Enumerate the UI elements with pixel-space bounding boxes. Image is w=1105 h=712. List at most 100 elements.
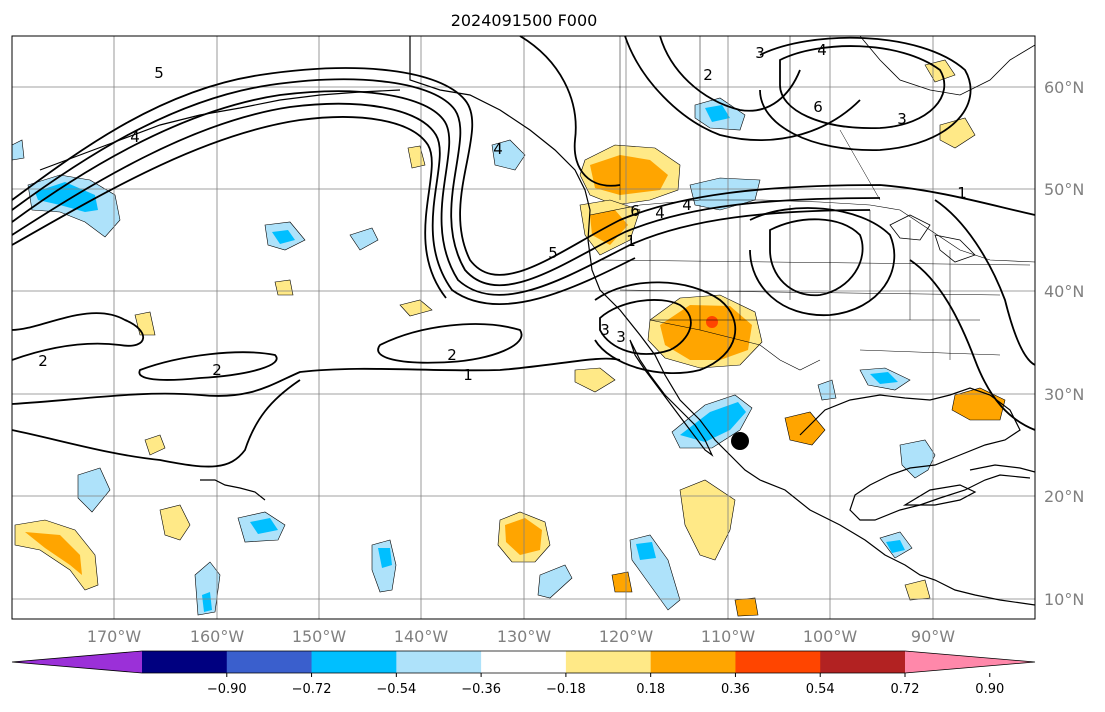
negative-anomaly-small-b [817,379,837,401]
contour-sw-low-2 [594,281,737,374]
positive-anomaly-small-10 [144,434,166,456]
colorbar-tick-label: 0.72 [891,682,920,697]
contour-high-east [769,218,864,297]
contour-jet-5 [11,116,447,299]
height-contours [11,35,1036,468]
contour-label: 3 [600,321,610,339]
negative-anomaly-central-am-core [886,540,905,553]
contour-label: 5 [548,244,558,262]
contour-2-loop-center [138,351,278,381]
contour-2-loop-west [11,312,144,361]
contour-label: 2 [703,66,713,84]
contour-label: 3 [897,110,907,128]
contour-jet-2 [11,78,881,287]
contour-2-east [377,323,523,364]
positive-anomaly-southwest-max [706,316,718,328]
positive-anomaly-caribbean [904,579,931,601]
negative-anomaly-pacific-4-core [202,592,212,612]
aleutian-chain [39,89,401,171]
negative-anomaly-canada-core [705,105,730,122]
contour-canada-ridge-2 [659,35,801,112]
colorbar-tick-label: −0.36 [461,682,501,697]
positive-anomaly-pacific-south-core [505,518,542,555]
lat-label: 60°N [1044,78,1084,97]
lon-label: 90°W [911,627,955,646]
negative-anomaly-pacific-5 [537,564,573,599]
negative-anomaly-pacific-2-core [250,518,278,534]
north-america-coast [409,36,1036,606]
gulf-of-mexico-coast [799,387,1031,521]
storm-center-marker [731,432,749,450]
colorbar-tick-label: −0.18 [546,682,586,697]
coastlines-and-borders [39,35,1036,606]
positive-anomaly-small-4 [734,597,759,617]
colorbar-outline [11,650,1036,674]
positive-anomaly-small-2 [679,479,736,561]
lon-label: 130°W [497,627,552,646]
contour-label: 4 [655,204,665,222]
contour-label: 3 [616,328,626,346]
positive-anomaly-southwest-core [660,305,752,360]
positive-anomaly-west-pacific-core [25,532,82,575]
contour-east-2 [934,199,1036,366]
contour-label: 4 [817,41,827,59]
colorbar: −0.90 −0.72 −0.54 −0.36 −0.18 0.18 0.36 0.54 0.7… [11,650,1036,697]
negative-anomaly-pacific-1 [77,467,111,513]
longitude-labels: 170°W 160°W 150°W 140°W 130°W 120°W 110°… [87,627,955,646]
contour-label: 1 [626,232,636,250]
colorbar-bin [650,651,736,673]
contour-high-east-2 [749,207,896,316]
contour-jet-3 [11,90,871,296]
contour-1-south [11,379,301,468]
contour-label: 1 [463,366,473,384]
contour-label: 2 [212,361,222,379]
contour-sw-low [599,299,692,355]
contour-label: 5 [154,64,164,82]
colorbar-tick-label: 0.90 [975,682,1004,697]
negative-anomaly-pacific-6-core [636,542,656,560]
colorbar-tick-label: 0.18 [636,682,665,697]
lon-label: 160°W [190,627,245,646]
colorbar-bin [142,651,228,673]
contour-label: 4 [682,196,692,214]
colorbar-bin [226,651,313,673]
colorbar-bin [396,651,482,673]
map-panel: 2 2 1 2 3 3 1 6 5 4 4 4 3 2 3 6 5 4 1 4 [11,35,1036,620]
positive-anomaly-small-1 [159,504,191,541]
colorbar-bin [820,651,906,673]
lat-label: 20°N [1044,487,1084,506]
lon-label: 100°W [803,627,858,646]
colorbar-bin [735,651,821,673]
cuba [969,464,1036,473]
positive-anomaly-small-3 [574,367,616,393]
contour-label: 6 [813,98,823,116]
contour-1 [11,357,621,405]
contour-canada-ridge [624,35,861,141]
contour-canada-high [779,45,946,129]
contour-label: 1 [957,184,967,202]
lat-label: 50°N [1044,180,1084,199]
negative-anomaly-gulf-coast-core [870,372,898,384]
colorbar-tick-label: 0.54 [806,682,835,697]
positive-anomaly-small-8 [399,299,433,317]
contour-label: 2 [38,352,48,370]
contour-labels: 2 2 1 2 3 3 1 6 5 4 4 4 3 2 3 6 5 4 1 4 [38,41,967,384]
latitude-labels: 60°N 50°N 40°N 30°N 20°N 10°N [1044,78,1084,609]
contour-jet-1 [11,67,1036,276]
negative-anomaly-nw-pacific-core [272,230,295,244]
baja-peninsula [629,339,714,457]
contour-alaska [519,35,621,187]
colorbar-bin [481,651,567,673]
hudson-bay-region [859,35,1036,96]
contour-jet-4 [11,102,636,306]
hawaii [200,479,266,501]
colorbar-bin [565,651,652,673]
colorbar-tick-label: −0.72 [292,682,332,697]
lon-label: 110°W [701,627,756,646]
positive-anomaly-canada [939,117,976,149]
canada-provinces [619,36,881,201]
negative-anomaly-baja-core [680,402,746,442]
negative-anomaly-alaska [491,139,526,171]
contour-canada-high-2 [759,36,972,151]
